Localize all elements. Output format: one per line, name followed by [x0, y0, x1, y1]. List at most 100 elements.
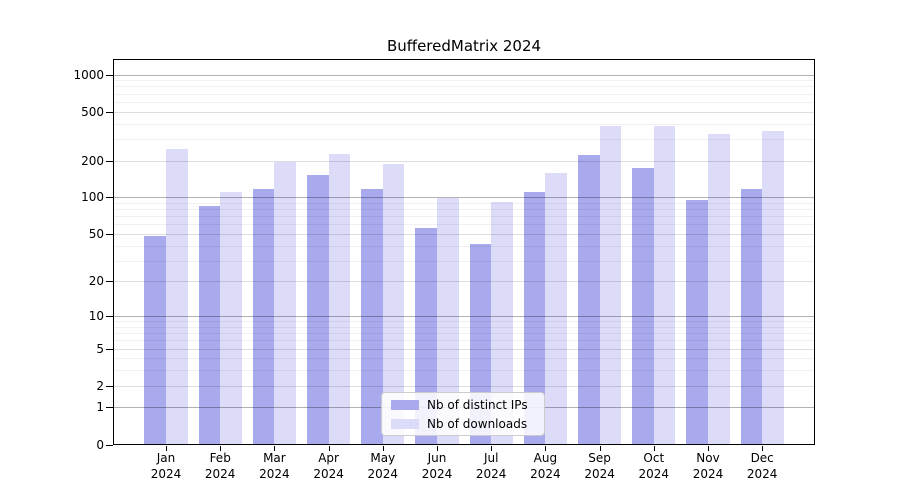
y-minor-gridline-700: [114, 93, 814, 95]
y-tick-label-10: 10: [88, 309, 104, 324]
y-minor-gridline-40: [114, 245, 814, 247]
y-tick-label-2: 2: [96, 378, 104, 393]
y-tick-mark-1000: [106, 74, 113, 76]
legend-item-nb-of-distinct-ips: Nb of distinct IPs: [391, 397, 535, 413]
bar-nb-of-downloads-dec: [762, 131, 784, 445]
x-tick-label-mar: Mar 2024: [259, 451, 290, 481]
bar-nb-of-downloads-mar: [274, 161, 296, 445]
x-tick-mark-oct: [653, 446, 655, 451]
y-minor-gridline-90: [114, 202, 814, 204]
x-tick-mark-jun: [437, 446, 438, 451]
bar-nb-of-downloads-feb: [220, 192, 242, 445]
bar-nb-of-downloads-apr: [328, 154, 351, 445]
bar-nb-of-distinct-ips-oct: [632, 167, 654, 445]
x-tick-label-oct: Oct 2024: [638, 451, 670, 481]
y-tick-label-5: 5: [96, 341, 104, 356]
legend-swatch: [391, 418, 419, 429]
y-minor-gridline-900: [114, 80, 814, 82]
y-minor-gridline-3: [114, 370, 814, 372]
y-tick-mark-2: [106, 385, 113, 387]
y-tick-label-1000: 1000: [73, 67, 104, 82]
y-gridline-100: [114, 197, 814, 199]
x-tick-mark-apr: [328, 446, 330, 451]
y-tick-label-200: 200: [81, 153, 104, 168]
y-gridline-5: [114, 348, 814, 350]
x-tick-label-jun: Jun 2024: [421, 451, 453, 481]
legend: Nb of distinct IPs Nb of downloads: [381, 392, 545, 436]
chart-title: BufferedMatrix 2024: [386, 37, 542, 55]
bar-nb-of-distinct-ips-nov: [686, 200, 708, 445]
y-tick-mark-20: [106, 281, 113, 283]
y-tick-label-0: 0: [96, 437, 104, 452]
y-minor-gridline-30: [114, 260, 814, 262]
x-tick-mark-may: [382, 446, 384, 451]
y-gridline-1000: [114, 74, 814, 76]
legend-item-nb-of-downloads: Nb of downloads: [391, 416, 535, 432]
y-tick-label-100: 100: [81, 190, 104, 205]
y-minor-gridline-70: [114, 216, 814, 218]
bar-nb-of-distinct-ips-sep: [578, 155, 600, 445]
y-gridline-20: [114, 281, 814, 283]
bar-nb-of-downloads-nov: [708, 133, 730, 445]
bar-nb-of-distinct-ips-apr: [307, 175, 329, 445]
bar-nb-of-downloads-jul: [491, 202, 513, 445]
legend-swatch: [391, 399, 419, 410]
y-gridline-200: [114, 160, 814, 162]
x-tick-label-nov: Nov 2024: [692, 451, 724, 481]
y-minor-gridline-8: [114, 326, 814, 328]
y-tick-mark-50: [106, 233, 113, 235]
x-tick-mark-jan: [166, 446, 167, 451]
bar-nb-of-downloads-aug: [545, 173, 567, 445]
x-tick-mark-jul: [491, 446, 493, 451]
bar-nb-of-distinct-ips-jan: [144, 236, 166, 445]
y-tick-mark-5: [106, 348, 113, 350]
y-tick-mark-100: [106, 197, 113, 199]
x-tick-label-dec: Dec 2024: [746, 451, 778, 481]
y-minor-gridline-7: [114, 333, 814, 335]
bar-nb-of-downloads-sep: [599, 125, 622, 445]
y-tick-mark-200: [106, 160, 113, 162]
bar-nb-of-distinct-ips-jun: [415, 228, 437, 445]
y-minor-gridline-4: [114, 358, 814, 360]
y-minor-gridline-400: [114, 123, 814, 125]
bar-nb-of-downloads-may: [382, 163, 405, 445]
y-tick-mark-500: [106, 111, 113, 113]
x-tick-mark-mar: [274, 446, 276, 451]
bar-nb-of-distinct-ips-feb: [198, 205, 221, 445]
x-tick-label-jan: Jan 2024: [150, 451, 182, 481]
y-tick-label-500: 500: [81, 104, 104, 119]
x-tick-mark-aug: [545, 446, 547, 451]
y-minor-gridline-300: [114, 138, 814, 140]
bar-nb-of-distinct-ips-may: [361, 189, 383, 445]
bar-nb-of-downloads-oct: [653, 125, 676, 445]
y-tick-label-50: 50: [88, 226, 104, 241]
legend-label: Nb of distinct IPs: [427, 397, 528, 412]
y-minor-gridline-9: [114, 321, 814, 323]
y-gridline-2: [114, 385, 814, 387]
y-minor-gridline-80: [114, 209, 814, 211]
x-tick-label-aug: Aug 2024: [530, 451, 561, 481]
bar-nb-of-downloads-jan: [166, 149, 188, 445]
y-minor-gridline-60: [114, 224, 814, 226]
y-minor-gridline-6: [114, 340, 814, 342]
x-tick-label-feb: Feb 2024: [204, 451, 236, 481]
y-gridline-500: [114, 111, 814, 113]
y-tick-mark-10: [106, 316, 113, 318]
x-tick-label-apr: Apr 2024: [313, 451, 344, 481]
y-tick-mark-0: [106, 444, 113, 446]
y-gridline-10: [114, 316, 814, 318]
bar-nb-of-distinct-ips-aug: [523, 191, 546, 445]
x-tick-label-jul: Jul 2024: [475, 451, 507, 481]
x-tick-mark-sep: [599, 446, 601, 451]
legend-label: Nb of downloads: [427, 416, 528, 431]
y-gridline-50: [114, 233, 814, 235]
y-tick-mark-1: [106, 407, 113, 409]
bar-nb-of-distinct-ips-mar: [252, 189, 275, 445]
y-tick-label-1: 1: [96, 400, 104, 415]
y-minor-gridline-800: [114, 86, 814, 88]
x-tick-mark-nov: [708, 446, 709, 451]
x-tick-mark-feb: [220, 446, 222, 451]
